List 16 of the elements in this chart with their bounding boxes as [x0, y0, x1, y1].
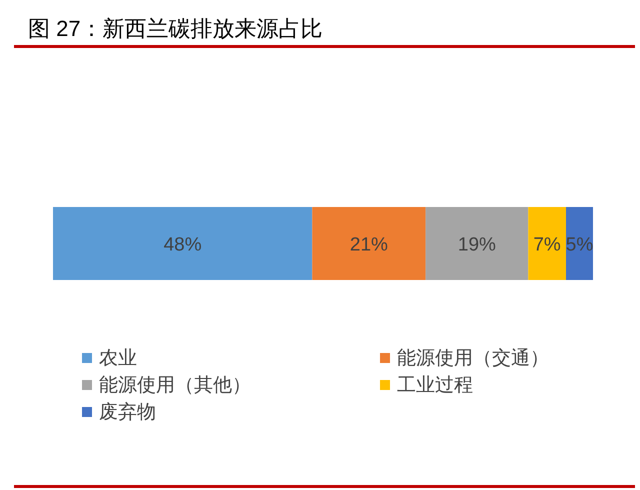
data-label: 7%: [533, 234, 561, 256]
legend-label: 能源使用（其他）: [99, 375, 251, 396]
data-label: 48%: [164, 234, 202, 256]
bar: [312, 207, 426, 280]
data-label: 21%: [350, 234, 388, 256]
legend-label: 农业: [99, 348, 137, 369]
bar: [566, 207, 593, 280]
legend-label: 废弃物: [99, 401, 156, 423]
chart-title: 图 27：新西兰碳排放来源占比: [28, 16, 323, 41]
bar: [426, 207, 528, 280]
data-label: 5%: [566, 234, 594, 256]
legend-label: 工业过程: [397, 375, 473, 396]
legend-label: 能源使用（交通）: [397, 347, 549, 369]
bar: [53, 207, 312, 280]
bar: [528, 207, 566, 280]
data-label: 19%: [458, 234, 496, 256]
